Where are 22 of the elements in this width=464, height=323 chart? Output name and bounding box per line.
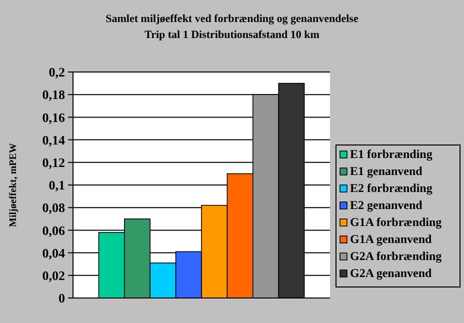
y-tick-label: 0,04 (42, 245, 66, 260)
legend-label: E2 genanvend (350, 198, 423, 212)
legend-label: E2 forbrænding (350, 181, 432, 195)
y-tick-label: 0,2 (48, 64, 65, 80)
y-tick-label: 0,06 (42, 222, 66, 238)
legend-label: E1 genanvend (350, 164, 423, 178)
y-axis-title: Miljøeffekt, mPEW (8, 143, 19, 227)
chart-subtitle: Trip tal 1 Distributionsafstand 10 km (144, 29, 320, 41)
chart-title: Samlet miljøeffekt ved forbrænding og genanvendelse (106, 13, 358, 25)
y-tick-label: 0,12 (42, 154, 65, 170)
y-tick-label: 0,08 (42, 200, 66, 216)
y-tick-label: 0,18 (42, 87, 66, 102)
legend-label: E1 forbrænding (350, 147, 432, 161)
y-tick-label: 0 (58, 290, 65, 306)
y-tick-label: 0,14 (42, 132, 66, 148)
y-tick-label: 0,1 (48, 178, 65, 193)
y-tick-label: 0,02 (42, 268, 65, 283)
legend-label: G2A genanvend (350, 266, 432, 280)
legend-label: G2A forbrænding (350, 249, 442, 263)
legend-label: G1A forbrænding (350, 215, 442, 229)
y-tick-label: 0,16 (42, 110, 66, 125)
legend-label: G1A genanvend (350, 232, 432, 246)
